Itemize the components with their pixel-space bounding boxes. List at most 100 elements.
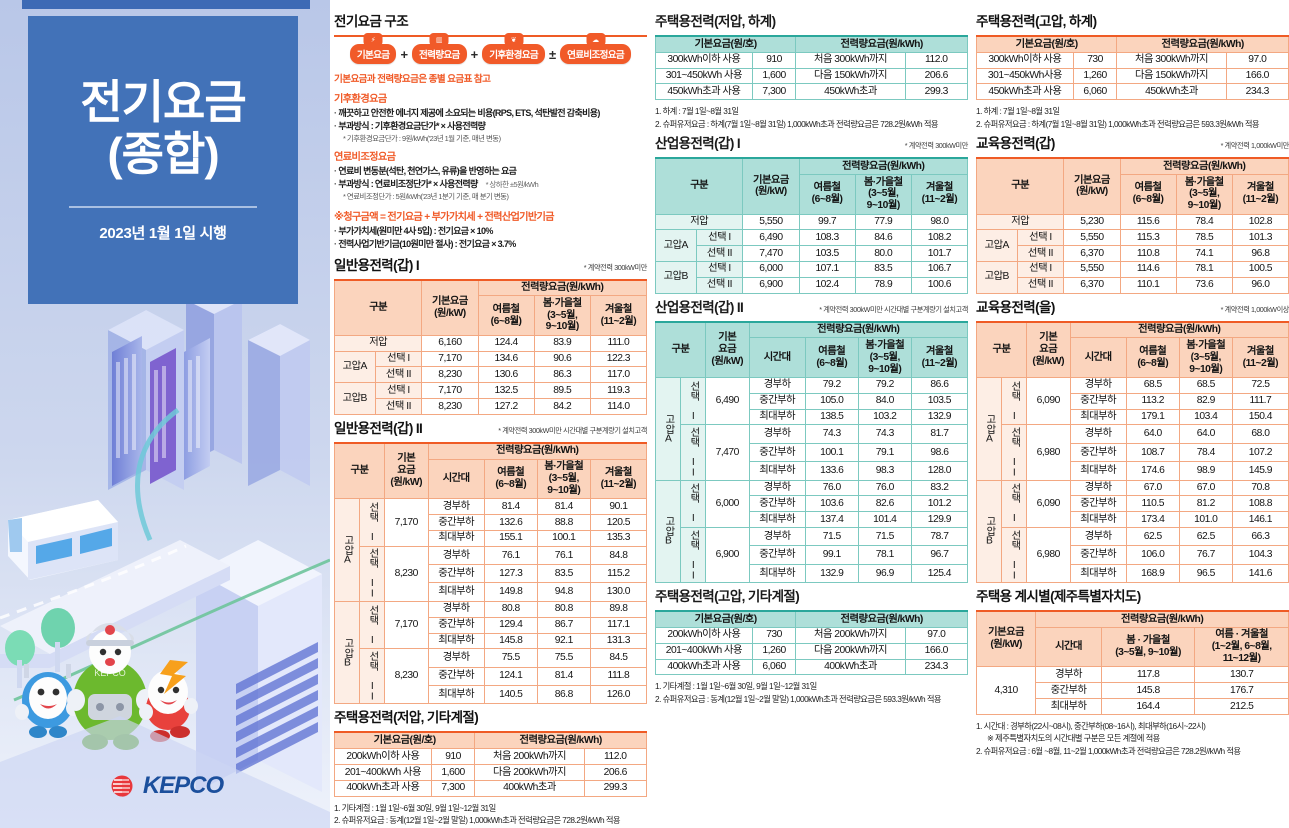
column-3: 주택용전력(고압, 하계) 기본요금(원/호) 전력량요금(원/kWh) 300… [975, 8, 1289, 824]
table-row: 저압 5,230 115.6 78.4 102.8 [975, 213, 1289, 231]
education-b-table: 구분 기본 요금 (원/kW) 전력량요금(원/kWh) 시간대 여름철 (6~8… [976, 320, 1289, 584]
house-high-other-notes: 1. 기타계절 : 1월 1일~6월 30일, 9월 1일~12월 31일 2.… [655, 681, 942, 704]
th-winter: 겨울철 (11~2월) [589, 458, 648, 500]
table-block-general-a-1: 일반용전력(갑) I * 계약전력 300kW미만 구분 기본요금 (원/kW)… [333, 252, 648, 415]
climate-item-2: · 부과방식 : 기후환경요금단가* × 사용전력량 [334, 121, 486, 132]
table-header-row-2: 시간대 여름철 (6~8월) 봄·가을철 (3~5월, 9~10월) 겨울철 (11~2… [977, 337, 1289, 378]
structure-heading: 전기요금 구조 [334, 14, 409, 29]
table-row: 중간부하 108.7 78.4 107.2 [977, 442, 1289, 463]
table-header-row: 구분 기본 요금 (원/kW) 전력량요금(원/kWh) [655, 321, 969, 378]
house-high-summer-table: 기본요금(원/호) 전력량요금(원/kWh) 300kWh이하 사용 730 처… [975, 35, 1289, 101]
table-row: 선택 II 8,230 127.2 84.2 114.0 [335, 398, 648, 415]
th-time-zone: 시간대 [1069, 337, 1127, 378]
th-summer: 여름철 (6~8월) [1119, 174, 1177, 215]
chip-fuel-adjust: ☁ 연료비조정요금 [560, 33, 632, 64]
th-gubun: 구분 [655, 321, 706, 378]
cover-title: 전기요금 (종합) [80, 75, 246, 180]
table-block-house-high-other: 주택용전력(고압, 기타계절) 기본요금(원/호) 전력량요금(원/kWh) 2… [654, 583, 969, 705]
fuel-item-1: · 연료비 변동분(석탄, 천연가스, 유류)을 반영하는 요금 [334, 166, 517, 177]
industrial-a-2-table: 구분 기본 요금 (원/kW) 전력량요금(원/kWh) 시간대 여름철 (6~8… [655, 320, 969, 584]
th-base-fee: 기본 요금 (원/kW) [704, 321, 750, 378]
table-block-education-b: 교육용전력(을) * 계약전력 1,000kW이상 구분 기본 요금 (원/kW… [976, 294, 1289, 584]
chip-climate-fee-label: 기후환경요금 [482, 44, 546, 64]
chip-fuel-adjust-label: 연료비조정요금 [560, 44, 632, 64]
structure-lead-text: 기본요금과 전력량요금은 종별 요금표 참고 [334, 74, 491, 85]
house-low-summer-notes: 1. 하계 : 7월 1일~8월 31일 2. 슈퍼유저요금 : 하계(7월 1… [655, 106, 939, 129]
th-energy-charge: 전력량요금(원/kWh) [795, 610, 968, 628]
th-energy-charge: 전력량요금(원/kWh) [1119, 157, 1289, 176]
table-header-row-2: 여름철 (6~8월) 봄·가을철 (3~5월, 9~10월) 겨울철 (11~2월) [656, 174, 969, 215]
table-header-row: 구분 기본 요금 (원/kW) 전력량요금(원/kWh) [334, 442, 648, 500]
th-base-fee: 기본요금 (원/kW) [975, 610, 1037, 668]
industrial-a-2-title: 산업용전력(갑) II [655, 299, 744, 315]
table-block-house-high-summer: 주택용전력(고압, 하계) 기본요금(원/호) 전력량요금(원/kWh) 300… [975, 8, 1289, 130]
th-energy-charge: 전력량요금(원/kWh) [477, 278, 647, 297]
th-summer: 여름철 (6~8월) [804, 337, 859, 378]
cover-title-card: 전기요금 (종합) 2023년 1월 1일 시행 [28, 16, 298, 304]
table-row: 최대부하 164.4 212.5 [977, 698, 1289, 715]
table-row: 저압 6,160 124.4 83.9 111.0 [333, 334, 648, 352]
th-energy-charge: 전력량요금(원/kWh) [795, 35, 968, 53]
billing-item-2: · 전력사업기반기금(10원미만 절사) : 전기요금 × 3.7% [334, 239, 516, 250]
table-row: 최대부하 132.9 96.9 125.4 [656, 563, 969, 584]
th-base-fee-ho: 기본요금(원/호) [654, 35, 797, 53]
chip-energy-charge-label: 전력량요금 [412, 44, 467, 64]
table-header-row-2: 시간대 여름철 (6~8월) 봄·가을철 (3~5월, 9~10월) 겨울철 (11~2… [656, 337, 969, 378]
table-row: 저압 5,550 99.7 77.9 98.0 [654, 213, 969, 231]
industrial-a-1-title: 산업용전력(갑) I [655, 136, 741, 152]
industrial-a-1-note: * 계약전력 300kW미만 [904, 141, 969, 151]
table-header-row: 기본요금(원/호) 전력량요금(원/kWh) [654, 35, 968, 53]
table-block-industrial-a-2: 산업용전력(갑) II * 계약전력 300kW미만 시간대별 구분계량기 설치… [655, 294, 968, 584]
table-row: 선택 II 6,370 110.1 73.6 96.0 [977, 276, 1289, 294]
column-2: 주택용전력(저압, 하계) 기본요금(원/호) 전력량요금(원/kWh) 300… [654, 8, 969, 824]
fuel-group-heading: 연료비조정요금 [334, 152, 396, 164]
table-row: 400kWh초과 사용 7,300 400kWh초과 299.3 [334, 779, 648, 797]
chip-base-fee-label: 기본요금 [349, 44, 397, 64]
meter-icon: ▥ [429, 33, 449, 46]
table-row: 고압B 선택 I 7,170 132.5 89.5 119.3 [334, 382, 648, 415]
table-row: 최대부하 138.5 103.2 132.9 [656, 408, 969, 426]
general-a-2-table: 구분 기본 요금 (원/kW) 전력량요금(원/kWh) 시간대 여름철 (6~8… [334, 441, 648, 705]
th-spring-fall: 봄·가을철 (3~5월, 9~10월) [854, 174, 912, 215]
table-row: 중간부하 113.2 82.9 111.7 [977, 392, 1289, 410]
cover-divider [69, 206, 257, 209]
cloud-icon: ☁ [586, 33, 606, 46]
table-header-row: 기본요금(원/호) 전력량요금(원/kWh) [975, 35, 1289, 53]
chip-base-fee: ⚡ 기본요금 [349, 33, 397, 64]
climate-subnote: * 기후환경요금단가 : 9원/kWh('23년 1월 기준, 매년 변동) [343, 134, 501, 144]
th-base-fee-ho: 기본요금(원/호) [654, 610, 797, 628]
jeju-title: 주택용 계시별(제주특별자치도) [976, 589, 1141, 605]
table-header-row: 기본요금(원/호) 전력량요금(원/kWh) [333, 731, 647, 750]
th-winter: 겨울철 (11~2월) [910, 174, 969, 215]
table-block-house-low-summer: 주택용전력(저압, 하계) 기본요금(원/호) 전력량요금(원/kWh) 300… [654, 8, 969, 130]
table-header-row-2: 여름철 (6~8월) 봄·가을철 (3~5월, 9~10월) 겨울철 (11~2월) [335, 295, 648, 336]
table-row: 최대부하 133.6 98.3 128.0 [656, 461, 969, 481]
house-high-other-title: 주택용전력(고압, 기타계절) [655, 589, 800, 605]
jeju-table: 기본요금 (원/kW) 전력량요금(원/kWh) 시간대 봄 · 가을철 (3~5… [975, 610, 1289, 715]
th-spring-fall: 봄·가을철 (3~5월, 9~10월) [536, 458, 591, 500]
table-row: 300kWh이하 사용 730 처음 300kWh까지 97.0 [976, 51, 1289, 69]
cover-title-line1: 전기요금 [80, 75, 246, 128]
table-row: 300kWh이하 사용 910 처음 300kWh까지 112.0 [655, 51, 969, 69]
operator-plus-1: + [400, 46, 409, 62]
table-row: 201~400kWh 사용 1,260 다음 200kWh까지 166.0 [655, 642, 969, 660]
table-header-row: 구분 기본요금 (원/kW) 전력량요금(원/kWh) [654, 157, 968, 215]
general-a-1-table: 구분 기본요금 (원/kW) 전력량요금(원/kWh) 여름철 (6~8월) 봄·… [333, 278, 648, 415]
house-low-summer-title: 주택용전력(저압, 하계) [655, 14, 776, 29]
th-energy-charge: 전력량요금(원/kWh) [748, 321, 969, 339]
fuel-item-2: · 부과방식 : 연료비조정단가* × 사용전력량 * 상하한 ±5원/kWh [334, 179, 539, 190]
table-row: 중간부하 132.6 88.8 120.5 [335, 514, 648, 531]
kepco-logo-text: KEPCO [142, 772, 224, 799]
table-row: 중간부하 103.6 82.6 101.2 [656, 495, 969, 513]
education-a-title: 교육용전력(갑) [976, 136, 1055, 152]
th-winter: 겨울철 (11~2월) [1231, 337, 1289, 378]
table-row: 301~450kWh사용 1,260 다음 150kWh까지 166.0 [976, 67, 1289, 85]
education-b-title: 교육용전력(을) [976, 299, 1055, 315]
operator-plus-2: + [470, 46, 479, 62]
table-row: 4,310 경부하 117.8 130.7 [975, 666, 1289, 715]
th-time-zone: 시간대 [748, 337, 806, 378]
th-summer-winter: 여름 · 겨울철 (1~2월, 6~8월, 11~12월) [1194, 626, 1289, 668]
education-a-table: 구분 기본요금 (원/kW) 전력량요금(원/kWh) 여름철 (6~8월) 봄·… [975, 157, 1289, 294]
house-low-other-table: 기본요금(원/호) 전력량요금(원/kWh) 200kWh이하 사용 910 처… [333, 731, 648, 797]
